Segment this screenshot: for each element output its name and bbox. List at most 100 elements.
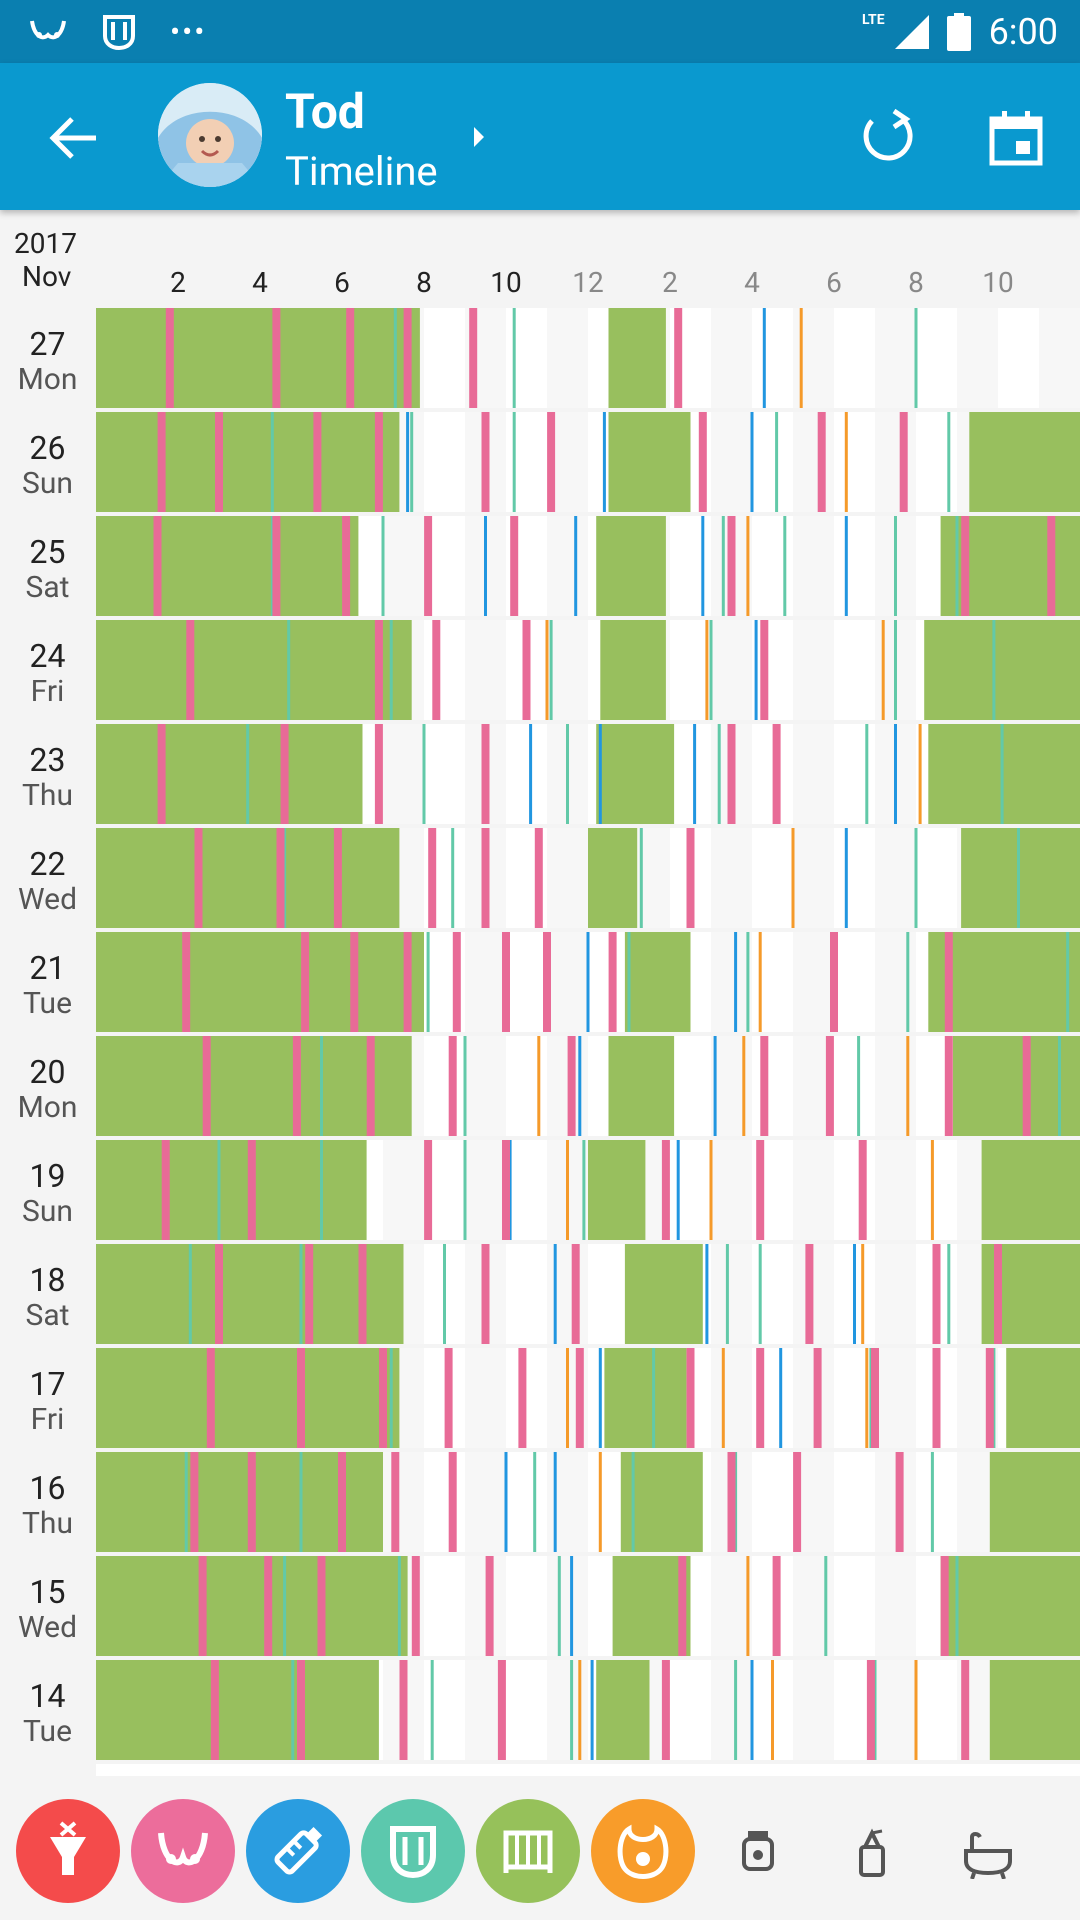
caret-right-icon[interactable] (474, 127, 484, 147)
potty-icon[interactable] (732, 1827, 784, 1879)
baby-photo (158, 83, 262, 187)
diaper-mark (217, 1140, 221, 1240)
diaper-mark (320, 1140, 323, 1240)
hour-cell (711, 412, 752, 512)
hour-cell (96, 412, 137, 512)
medicine-icon[interactable] (846, 1827, 898, 1879)
diaper-mark (709, 620, 713, 720)
back-arrow-icon[interactable] (46, 111, 100, 165)
diaper-mark (270, 516, 274, 616)
view-title[interactable]: Timeline (285, 148, 438, 195)
hour-cell (711, 1556, 752, 1656)
pump-icon (50, 1821, 86, 1875)
hour-cell (260, 516, 301, 616)
avatar[interactable] (158, 83, 262, 187)
food-button[interactable] (591, 1799, 695, 1903)
hour-cell (957, 1452, 998, 1552)
hour-cell (1039, 1452, 1080, 1552)
hour-label: 4 (252, 266, 268, 299)
pump-button[interactable] (16, 1799, 120, 1903)
child-name[interactable]: Tod (285, 83, 365, 140)
hour-cell (875, 1244, 916, 1344)
hour-cell (834, 1660, 875, 1760)
day-label: 15 Wed (0, 1574, 95, 1646)
hour-cell (711, 620, 752, 720)
hour-cell (752, 1244, 793, 1344)
diaper-mark (549, 620, 553, 720)
day-date: 18 (29, 1261, 66, 1299)
sleep-bar (961, 828, 1080, 928)
hour-cell (301, 724, 342, 824)
hour-cell (793, 1348, 834, 1448)
bath-icon[interactable] (962, 1827, 1014, 1879)
diaper-mark (914, 308, 918, 408)
diaper-mark (246, 724, 250, 824)
breastfeed-mark (899, 412, 908, 512)
hour-label: 12 (572, 266, 604, 299)
hour-cell (998, 620, 1039, 720)
sleep-bar (596, 724, 675, 824)
sleep-bar (608, 308, 666, 408)
hour-cell (834, 1452, 875, 1552)
hour-cell (260, 308, 301, 408)
hour-cell (588, 1348, 629, 1448)
hour-cell (670, 516, 711, 616)
calendar-icon[interactable] (986, 107, 1046, 167)
hour-cell (957, 1140, 998, 1240)
diaper-mark (1058, 1036, 1061, 1136)
hour-cell (178, 412, 219, 512)
hour-cell (793, 932, 834, 1032)
bottle-mark (676, 1140, 680, 1240)
day-weekday: Wed (18, 882, 77, 917)
refresh-icon[interactable] (858, 107, 918, 167)
breastfeed-mark (424, 1140, 433, 1240)
hour-cell (465, 620, 506, 720)
hour-cell (588, 516, 629, 616)
hour-cell (96, 828, 137, 928)
hour-cell (465, 1348, 506, 1448)
hour-cell (383, 1244, 424, 1344)
breastfeed-mark (292, 1036, 301, 1136)
hour-cell (875, 620, 916, 720)
hour-cell (383, 1660, 424, 1760)
hour-cell (383, 1452, 424, 1552)
hour-cell (1039, 412, 1080, 512)
hour-cell (178, 1452, 219, 1552)
breastfeed-button[interactable] (131, 1799, 235, 1903)
hour-label: 10 (982, 266, 1014, 299)
breastfeed-mark (944, 1036, 953, 1136)
day-date: 27 (29, 325, 66, 363)
hour-cell (875, 1556, 916, 1656)
hour-cell (342, 412, 383, 512)
hour-cell (916, 1556, 957, 1656)
hour-cell (342, 1140, 383, 1240)
hour-cell (342, 1036, 383, 1136)
hour-cell (137, 1348, 178, 1448)
bottle-button[interactable] (246, 1799, 350, 1903)
sleep-bar (96, 1140, 367, 1240)
breastfeed-mark (198, 1556, 207, 1656)
breastfeed-mark (165, 308, 174, 408)
hour-cell (793, 1452, 834, 1552)
hour-cell (711, 1660, 752, 1760)
diaper-mark (631, 1452, 635, 1552)
breastfeed-mark (452, 932, 461, 1032)
diaper-button[interactable] (361, 1799, 465, 1903)
hour-cell (383, 412, 424, 512)
bottle-mark (713, 1036, 717, 1136)
hour-cell (957, 724, 998, 824)
hour-cell (465, 1140, 506, 1240)
hour-cell (711, 1036, 752, 1136)
breastfeed-mark (448, 1452, 457, 1552)
hour-cell (383, 1036, 424, 1136)
sleep-bar (620, 1452, 703, 1552)
hour-cell (342, 620, 383, 720)
hour-cell (219, 828, 260, 928)
bottle-mark (894, 724, 897, 824)
breastfeed-mark (157, 412, 166, 512)
food-mark (791, 828, 795, 928)
breastfeed-mark (510, 516, 519, 616)
diaper-mark (627, 932, 631, 1032)
sleep-button[interactable] (476, 1799, 580, 1903)
bottle-mark (529, 724, 533, 824)
